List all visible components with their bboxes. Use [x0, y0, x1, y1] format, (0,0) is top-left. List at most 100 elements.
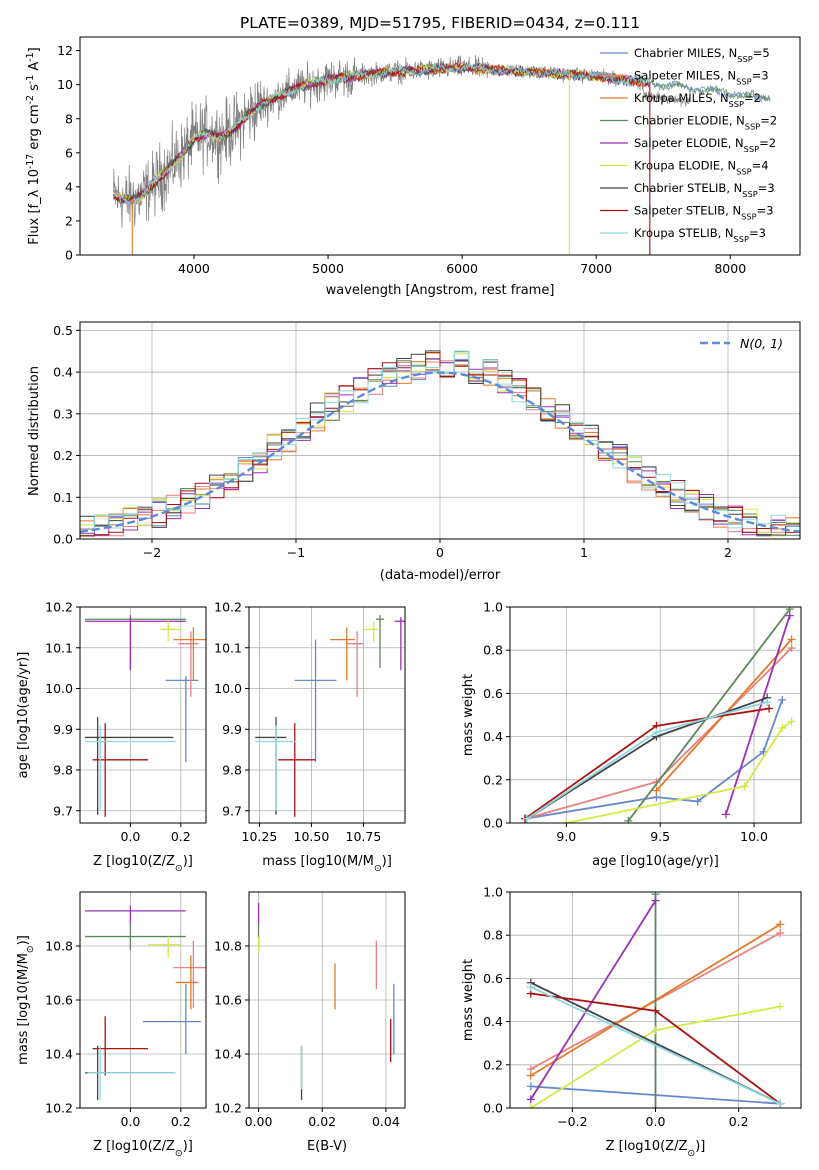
z-weight-plot [526, 892, 785, 1108]
legend-label: Salpeter ELODIE, NSSP=2 [634, 136, 776, 154]
z-weight-marker [526, 1082, 535, 1091]
z-age-plot [85, 615, 206, 817]
age-weight-marker [765, 704, 774, 713]
ebv-mass-ytick-label: 10.6 [214, 993, 242, 1008]
age-weight-marker [778, 723, 787, 732]
age-weight-marker [740, 782, 749, 791]
spectrum-ylabel: Flux [f_λ 10-17 erg cm-2 s-1 A-1] [25, 47, 43, 244]
ebv-mass-frame [248, 891, 406, 1109]
hist-ytick-label: 0.4 [53, 365, 73, 380]
hist-xtick-label: 2 [724, 545, 732, 560]
z-weight-marker [526, 1104, 535, 1108]
legend-label: Salpeter MILES, NSSP=3 [634, 69, 769, 87]
z-age-xlabel: Z [log10(Z/Z⊙)] [93, 854, 193, 874]
z-weight-xtick-label: 0.0 [646, 1114, 666, 1129]
age-weight-marker [522, 814, 531, 823]
z-weight-xtick-label: 0.2 [729, 1114, 749, 1129]
spectrum-xtick-label: 7000 [580, 261, 612, 276]
spectrum-ytick-label: 2 [65, 213, 73, 228]
z-weight-line [530, 900, 657, 1100]
legend-label: Kroupa ELODIE, NSSP=4 [634, 159, 769, 177]
age-weight-xtick-label: 9.0 [556, 829, 576, 844]
z-age-xtick-label: 0.0 [120, 829, 140, 844]
legend-label: Chabrier MILES, NSSP=5 [634, 46, 770, 64]
mass-age-xlabel: mass [log10(M/M⊙)] [262, 854, 392, 874]
ebv-mass-ytick-label: 10.2 [214, 1101, 242, 1116]
hist-plot [80, 350, 800, 537]
z-mass-ylabel: mass [log10(M/M⊙)] [16, 935, 36, 1065]
hist-frame [79, 321, 801, 540]
mass-age-ytick-label: 10.2 [214, 600, 242, 615]
hist-series-line [80, 352, 800, 537]
z-weight-marker [776, 1002, 785, 1011]
mass-age-xtick-label: 10.50 [294, 829, 330, 844]
legend-label: Salpeter STELIB, NSSP=3 [634, 204, 774, 222]
ebv-mass-ytick-label: 10.8 [214, 939, 242, 954]
age-weight-marker [785, 611, 794, 620]
z-weight-marker [526, 983, 535, 992]
z-mass-ytick-label: 10.4 [45, 1047, 73, 1062]
z-weight-marker [526, 1071, 535, 1080]
age-weight-ytick-label: 1.0 [483, 600, 503, 615]
z-age-ytick-label: 9.9 [53, 722, 73, 737]
spectrum-model-line [113, 62, 650, 202]
age-weight-marker [787, 717, 796, 726]
ebv-mass-xlabel: E(B-V) [307, 1139, 347, 1154]
ebv-mass-xtick-label: 0.04 [372, 1114, 400, 1129]
normal-curve [80, 371, 800, 533]
age-weight-line [566, 720, 793, 823]
legend-label: Kroupa STELIB, NSSP=3 [634, 226, 766, 244]
z-weight-marker [776, 929, 785, 938]
spectrum-ytick-label: 4 [65, 179, 73, 194]
spectrum-ytick-label: 8 [65, 111, 73, 126]
age-weight-line [627, 608, 791, 822]
hist-ytick-label: 0.5 [53, 323, 73, 338]
z-weight-ytick-label: 0.2 [483, 1057, 503, 1072]
hist-series-line [80, 350, 800, 529]
z-age-ytick-label: 10.2 [45, 600, 73, 615]
z-age-xtick-label: 0.2 [171, 829, 191, 844]
spectrum-ytick-label: 12 [57, 43, 73, 58]
age-weight-ytick-label: 0.4 [483, 729, 503, 744]
mass-age-ytick-label: 9.8 [222, 763, 242, 778]
z-age-ytick-label: 9.7 [53, 803, 73, 818]
hist-xlabel: (data-model)/error [380, 568, 501, 583]
z-weight-ytick-label: 0.6 [483, 971, 503, 986]
spectrum-xtick-label: 5000 [312, 261, 344, 276]
mass-age-frame [248, 606, 406, 824]
mass-age-ytick-label: 9.9 [222, 722, 242, 737]
spectrum-xlabel: wavelength [Angstrom, rest frame] [326, 283, 555, 298]
hist-ytick-label: 0.1 [53, 490, 73, 505]
spectrum-ytick-label: 10 [57, 77, 73, 92]
age-weight-line [524, 707, 770, 820]
spectrum-xtick-label: 8000 [714, 261, 746, 276]
age-weight-marker [562, 819, 571, 823]
z-mass-xtick-label: 0.2 [171, 1114, 191, 1129]
z-age-ytick-label: 9.8 [53, 763, 73, 778]
mass-age-ytick-label: 10.0 [214, 681, 242, 696]
z-weight-marker [526, 1095, 535, 1104]
z-weight-xtick-label: −0.2 [557, 1114, 587, 1129]
spectrum-title: PLATE=0389, MJD=51795, FIBERID=0434, z=0… [240, 14, 640, 32]
z-mass-frame [79, 891, 207, 1109]
age-weight-marker [721, 810, 730, 819]
mass-age-xtick-label: 10.75 [346, 829, 382, 844]
age-weight-marker [787, 635, 796, 644]
z-mass-ytick-label: 10.8 [45, 939, 73, 954]
z-weight-marker [651, 1026, 660, 1035]
age-weight-plot [521, 607, 796, 823]
age-weight-line [725, 615, 791, 815]
z-mass-ytick-label: 10.6 [45, 993, 73, 1008]
spectrum-plot [113, 54, 771, 255]
spectrum-model-line [113, 62, 650, 206]
ebv-mass-xtick-label: 0.02 [308, 1114, 336, 1129]
z-weight-marker [776, 1099, 785, 1108]
age-weight-ytick-label: 0.8 [483, 643, 503, 658]
mass-age-ytick-label: 9.7 [222, 803, 242, 818]
spectrum-xtick-label: 6000 [446, 261, 478, 276]
age-weight-marker [624, 816, 633, 823]
ebv-mass-ytick-label: 10.4 [214, 1047, 242, 1062]
age-weight-xtick-label: 9.5 [650, 829, 670, 844]
mass-age-xtick-label: 10.25 [242, 829, 278, 844]
age-weight-frame [509, 606, 802, 824]
